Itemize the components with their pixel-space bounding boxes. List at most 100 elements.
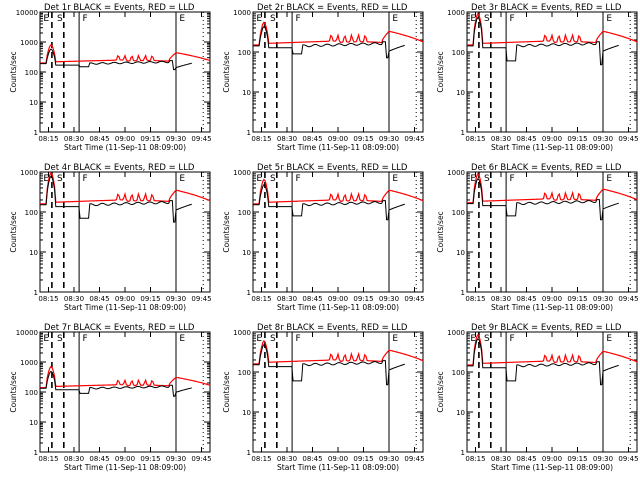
x-tick-label: 09:15 bbox=[567, 135, 587, 143]
x-tick-label: 09:00 bbox=[542, 135, 562, 143]
marker-label: F bbox=[296, 174, 301, 184]
y-tick-label: 1000 bbox=[233, 329, 251, 337]
x-tick-label: 09:30 bbox=[379, 135, 399, 143]
events-series-line bbox=[467, 337, 619, 386]
y-tick-label: 1 bbox=[461, 449, 465, 457]
y-tick-label: 10 bbox=[29, 419, 38, 427]
y-tick-label: 100 bbox=[238, 49, 251, 57]
marker-label: E bbox=[43, 174, 49, 184]
x-tick-label: 09:45 bbox=[618, 455, 638, 463]
marker-label: E bbox=[256, 334, 262, 344]
y-tick-label: 100 bbox=[25, 209, 38, 217]
y-tick-label: 10 bbox=[456, 89, 465, 97]
events-series-line bbox=[40, 175, 192, 223]
x-axis-label: Start Time (11-Sep-11 08:09:00) bbox=[491, 463, 613, 472]
x-tick-label: 08:30 bbox=[491, 295, 511, 303]
marker-label: F bbox=[296, 14, 301, 24]
y-tick-label: 1 bbox=[247, 289, 251, 297]
marker-label: E bbox=[256, 174, 262, 184]
x-tick-label: 09:15 bbox=[140, 295, 160, 303]
lld-series-line bbox=[40, 365, 211, 389]
x-tick-label: 09:00 bbox=[115, 455, 135, 463]
x-tick-label: 09:30 bbox=[593, 295, 613, 303]
y-axis-label: Counts/sec bbox=[9, 51, 18, 92]
y-tick-label: 100 bbox=[452, 209, 465, 217]
y-axis-label: Counts/sec bbox=[9, 211, 18, 252]
x-tick-label: 09:45 bbox=[191, 135, 211, 143]
x-tick-label: 09:45 bbox=[191, 455, 211, 463]
y-tick-label: 1000 bbox=[447, 9, 465, 17]
y-tick-label: 100 bbox=[238, 369, 251, 377]
y-tick-label: 1 bbox=[34, 129, 38, 137]
y-axis-label: Counts/sec bbox=[436, 51, 445, 92]
y-axis-label: Counts/sec bbox=[222, 211, 231, 252]
x-tick-label: 09:15 bbox=[140, 135, 160, 143]
x-tick-label: 08:15 bbox=[465, 455, 485, 463]
y-tick-label: 100 bbox=[452, 49, 465, 57]
lld-series-line bbox=[467, 172, 638, 204]
marker-label: F bbox=[510, 14, 515, 24]
chart-panel: Det 8r BLACK = Events, RED = LLD 1 10 100 10… bbox=[222, 323, 425, 472]
x-tick-label: 08:30 bbox=[277, 455, 297, 463]
x-tick-label: 08:30 bbox=[64, 135, 84, 143]
x-tick-label: 08:45 bbox=[302, 455, 322, 463]
marker-label: F bbox=[296, 334, 301, 344]
x-tick-label: 09:15 bbox=[567, 455, 587, 463]
x-tick-label: 08:45 bbox=[302, 295, 322, 303]
marker-label: E bbox=[470, 174, 476, 184]
y-tick-label: 100 bbox=[25, 69, 38, 77]
y-tick-label: 10 bbox=[242, 409, 251, 417]
marker-label: E bbox=[43, 14, 49, 24]
y-tick-label: 1000 bbox=[20, 169, 38, 177]
y-tick-label: 10 bbox=[456, 409, 465, 417]
marker-label: F bbox=[83, 334, 88, 344]
x-tick-label: 09:00 bbox=[328, 295, 348, 303]
lld-series-line bbox=[467, 12, 638, 46]
y-tick-label: 10 bbox=[29, 249, 38, 257]
marker-label: E bbox=[470, 14, 476, 24]
plot-frame bbox=[39, 171, 211, 293]
chart-panel: Det 5r BLACK = Events, RED = LLD 1 10 100 10… bbox=[222, 163, 425, 312]
x-tick-label: 08:45 bbox=[89, 295, 109, 303]
x-tick-label: 09:15 bbox=[353, 135, 373, 143]
y-axis-label: Counts/sec bbox=[436, 211, 445, 252]
x-tick-label: 08:15 bbox=[38, 455, 58, 463]
y-tick-label: 10 bbox=[29, 99, 38, 107]
chart-panel: Det 3r BLACK = Events, RED = LLD 1 10 100 10… bbox=[436, 3, 639, 152]
x-tick-label: 09:45 bbox=[404, 455, 424, 463]
lld-series-line bbox=[40, 44, 211, 64]
y-tick-label: 1000 bbox=[20, 39, 38, 47]
marker-label: S bbox=[484, 334, 490, 344]
x-axis-label: Start Time (11-Sep-11 08:09:00) bbox=[64, 303, 186, 312]
marker-label: S bbox=[57, 334, 63, 344]
y-tick-label: 1 bbox=[247, 449, 251, 457]
y-tick-label: 1000 bbox=[447, 169, 465, 177]
x-tick-label: 09:45 bbox=[618, 135, 638, 143]
panel-title: Det 8r BLACK = Events, RED = LLD bbox=[257, 323, 408, 333]
plot-frame bbox=[252, 171, 424, 293]
marker-label: E bbox=[179, 174, 185, 184]
marker-label: F bbox=[83, 14, 88, 24]
plot-frame bbox=[466, 331, 638, 453]
x-tick-label: 09:00 bbox=[115, 135, 135, 143]
lld-series-line bbox=[253, 339, 424, 365]
panel-title: Det 3r BLACK = Events, RED = LLD bbox=[471, 3, 622, 13]
x-axis-label: Start Time (11-Sep-11 08:09:00) bbox=[64, 463, 186, 472]
x-tick-label: 08:15 bbox=[251, 455, 271, 463]
events-series-line bbox=[253, 183, 405, 221]
lld-series-line bbox=[467, 333, 638, 366]
x-tick-label: 08:15 bbox=[465, 295, 485, 303]
y-tick-label: 10000 bbox=[16, 9, 38, 17]
x-tick-label: 09:45 bbox=[618, 295, 638, 303]
x-tick-label: 09:30 bbox=[166, 135, 186, 143]
panel-title: Det 6r BLACK = Events, RED = LLD bbox=[471, 163, 622, 173]
y-axis-label: Counts/sec bbox=[222, 51, 231, 92]
events-series-line bbox=[253, 25, 405, 59]
x-tick-label: 09:15 bbox=[567, 295, 587, 303]
x-axis-label: Start Time (11-Sep-11 08:09:00) bbox=[277, 143, 399, 152]
marker-label: S bbox=[57, 14, 63, 24]
y-tick-label: 100 bbox=[452, 369, 465, 377]
panel-title: Det 5r BLACK = Events, RED = LLD bbox=[257, 163, 408, 173]
marker-label: E bbox=[392, 174, 398, 184]
